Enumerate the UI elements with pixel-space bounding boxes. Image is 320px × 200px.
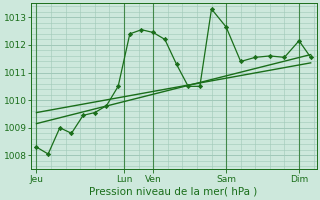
X-axis label: Pression niveau de la mer( hPa ): Pression niveau de la mer( hPa ) [90,187,258,197]
